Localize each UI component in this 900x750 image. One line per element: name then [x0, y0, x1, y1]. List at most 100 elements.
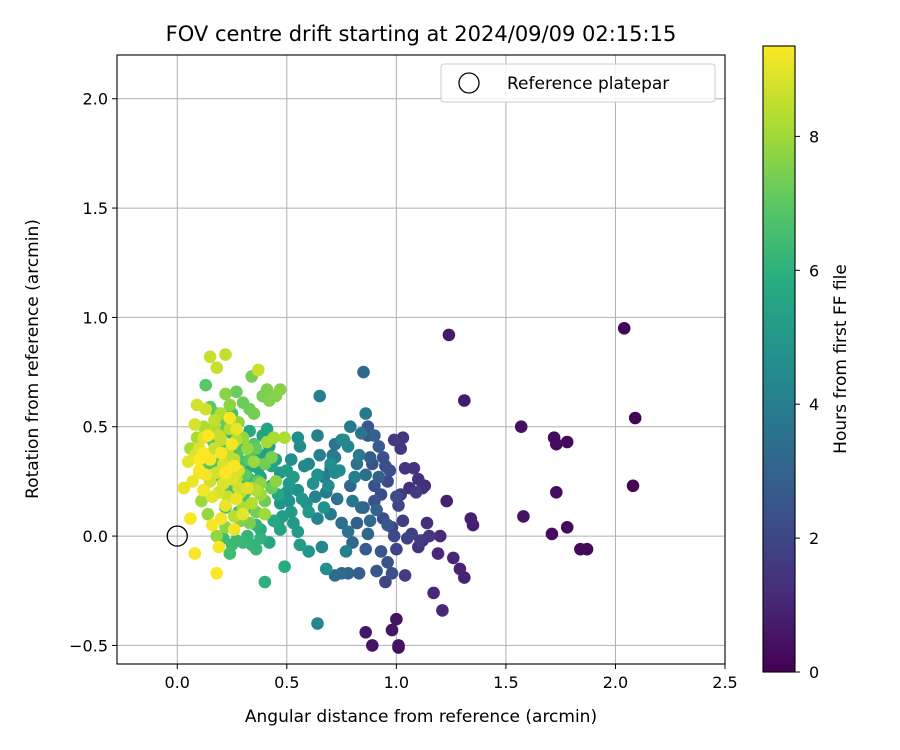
data-point	[206, 490, 219, 504]
data-point	[357, 365, 370, 379]
data-point	[206, 518, 219, 532]
data-point	[381, 556, 394, 569]
data-point	[407, 462, 421, 475]
data-point	[514, 420, 528, 434]
data-point	[370, 503, 383, 517]
data-point	[265, 451, 278, 464]
data-point	[249, 442, 263, 455]
data-point	[517, 510, 530, 523]
data-points	[177, 322, 642, 654]
data-point	[251, 363, 265, 377]
data-point	[431, 547, 445, 560]
data-point	[366, 639, 379, 652]
data-point	[344, 420, 357, 434]
data-point	[241, 442, 254, 455]
data-point	[195, 494, 208, 508]
data-point	[214, 512, 228, 525]
data-point	[545, 527, 559, 541]
y-tick-label: 2.0	[83, 90, 108, 109]
data-point	[223, 398, 237, 412]
data-point	[355, 427, 368, 440]
data-point	[392, 639, 405, 652]
data-point	[363, 451, 377, 464]
data-point	[359, 407, 373, 420]
data-point	[291, 431, 305, 445]
data-point	[414, 534, 427, 547]
data-point	[352, 448, 366, 462]
data-point	[186, 475, 199, 488]
data-point	[210, 466, 223, 480]
data-point	[379, 575, 392, 589]
data-point	[335, 516, 348, 530]
data-point	[302, 505, 316, 519]
y-tick-label: 1.0	[83, 308, 108, 327]
colorbar-tick-label: 6	[809, 261, 819, 280]
data-point	[447, 551, 460, 565]
data-point	[337, 433, 351, 447]
data-point	[313, 389, 327, 403]
data-point	[278, 560, 291, 573]
data-point	[370, 564, 383, 578]
data-point	[361, 527, 375, 541]
data-point	[390, 542, 403, 556]
data-point	[427, 586, 440, 600]
data-point	[420, 516, 434, 530]
data-point	[379, 459, 392, 473]
data-point	[372, 440, 386, 453]
x-tick-label: 2.5	[712, 673, 737, 692]
data-point	[181, 455, 195, 469]
data-point	[458, 394, 471, 407]
data-point	[348, 470, 362, 484]
x-tick-label: 2.0	[603, 673, 628, 692]
colorbar-tick-label: 2	[809, 529, 819, 548]
data-point	[330, 492, 344, 506]
data-point	[258, 575, 272, 589]
data-point	[560, 435, 574, 449]
data-point	[398, 462, 412, 475]
data-point	[201, 507, 215, 521]
data-point	[359, 468, 373, 482]
data-point	[230, 385, 243, 399]
colorbar-label: Hours from first FF file	[831, 264, 851, 454]
data-point	[368, 429, 381, 442]
x-tick-label: 0.0	[165, 673, 190, 692]
data-point	[333, 464, 346, 477]
data-point	[385, 567, 399, 580]
data-point	[324, 457, 337, 471]
data-point	[190, 398, 204, 412]
data-point	[311, 617, 324, 630]
data-point	[385, 623, 399, 637]
data-point	[381, 518, 394, 532]
data-point	[192, 464, 206, 477]
data-point	[309, 490, 322, 504]
data-point	[227, 459, 241, 473]
data-point	[197, 483, 210, 497]
colorbar-gradient	[763, 46, 795, 672]
y-tick-label: 0.0	[83, 527, 108, 546]
data-point	[433, 529, 447, 543]
data-point	[359, 542, 373, 556]
data-point	[184, 512, 197, 525]
legend-box	[440, 63, 716, 103]
data-point	[210, 361, 223, 375]
y-axis-label: Rotation from reference (arcmin)	[23, 219, 43, 499]
data-point	[219, 387, 232, 401]
data-point	[387, 529, 401, 543]
data-point	[550, 486, 563, 499]
data-point	[387, 433, 401, 447]
data-point	[398, 569, 412, 582]
data-point	[401, 532, 414, 545]
data-point	[249, 542, 263, 556]
data-point	[212, 540, 226, 554]
data-point	[210, 567, 223, 580]
x-axis-ticks: 0.0 0.5 1.0 1.5 2.0 2.5	[165, 664, 738, 692]
data-point	[199, 378, 212, 392]
y-axis-ticks: −0.5 0.0 0.5 1.0 1.5 2.0	[69, 90, 117, 655]
data-point	[352, 567, 366, 580]
data-point	[341, 525, 355, 538]
x-tick-label: 1.0	[384, 673, 409, 692]
data-point	[260, 383, 274, 396]
data-point	[440, 494, 454, 508]
data-point	[201, 429, 215, 442]
data-point	[273, 523, 287, 536]
